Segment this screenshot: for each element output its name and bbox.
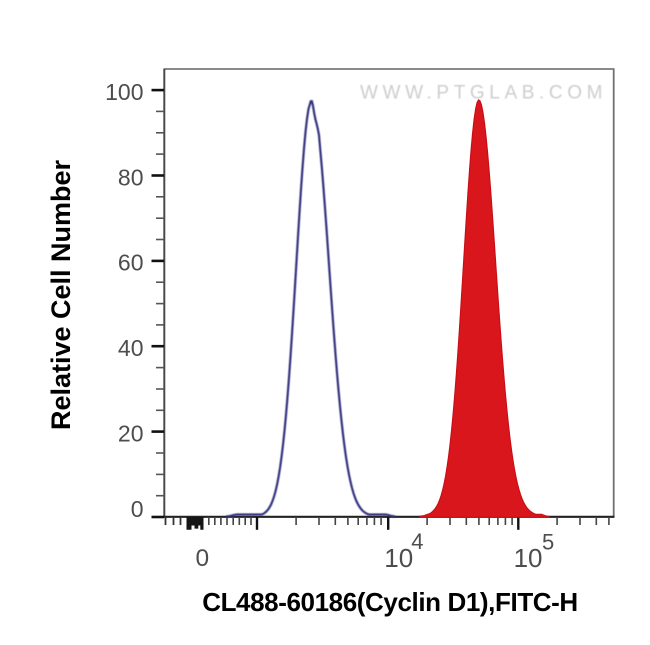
svg-text:10: 10: [514, 543, 543, 573]
svg-text:CL488-60186(Cyclin D1),FITC-H: CL488-60186(Cyclin D1),FITC-H: [202, 587, 578, 617]
svg-text:10: 10: [384, 543, 413, 573]
svg-text:40: 40: [118, 335, 144, 361]
svg-text:4: 4: [411, 529, 423, 554]
svg-text:20: 20: [118, 420, 144, 446]
svg-text:0: 0: [131, 496, 144, 522]
svg-text:80: 80: [118, 164, 144, 190]
svg-text:WWW.PTGLAB.COM: WWW.PTGLAB.COM: [360, 83, 607, 104]
svg-text:0: 0: [195, 545, 209, 572]
svg-text:Relative Cell Number: Relative Cell Number: [46, 159, 76, 430]
svg-text:5: 5: [542, 530, 554, 555]
svg-text:100: 100: [105, 79, 143, 105]
svg-text:60: 60: [118, 250, 144, 276]
